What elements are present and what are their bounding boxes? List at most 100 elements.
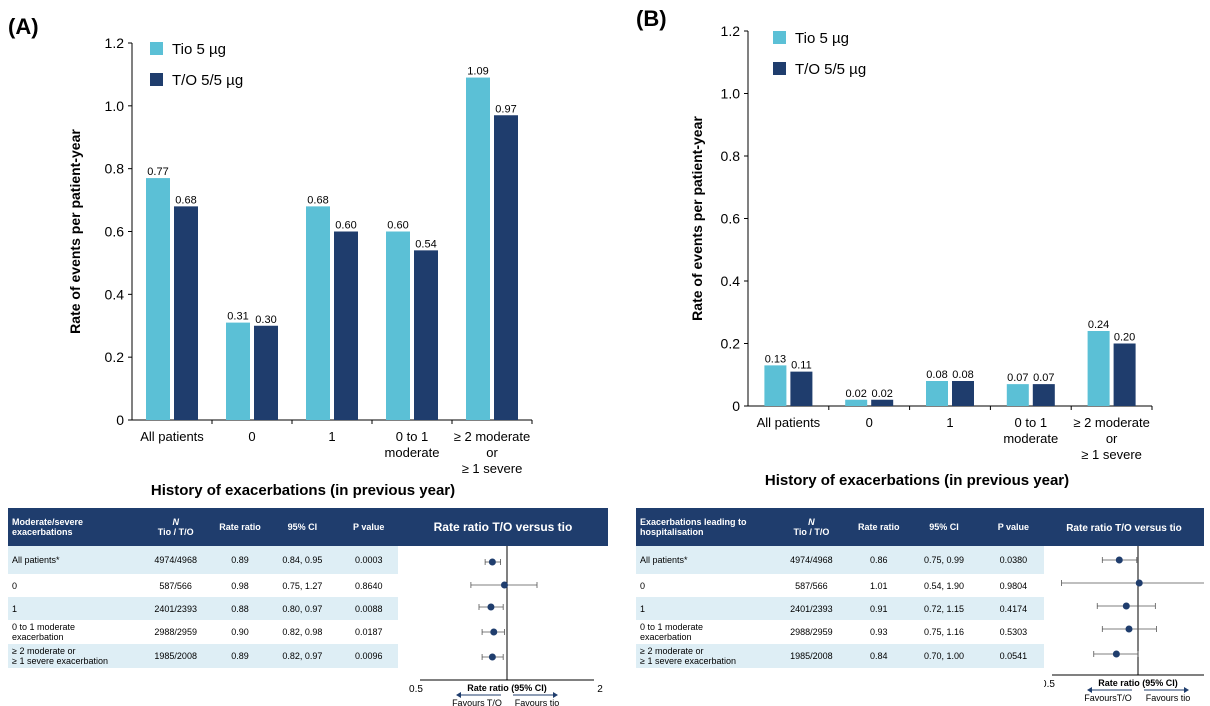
table-cell: 2401/2393 — [136, 597, 215, 620]
table-header-cell: Moderate/severe exacerbations — [8, 508, 137, 546]
y-tick-label: 1.0 — [721, 86, 741, 102]
legend-swatch — [773, 62, 786, 75]
data-label: 0.54 — [415, 238, 436, 250]
table-cell: 0.0187 — [354, 627, 383, 637]
favours-right-label: Favours tio — [1146, 693, 1191, 703]
forest-x-tick-label: 0.5 — [409, 684, 423, 695]
forest-header-label: Rate ratio T/O versus tio — [434, 520, 573, 534]
table-header-row: Exacerbations leading to hospitalisation… — [636, 508, 1044, 546]
table-row: 0 to 1 moderate exacerbation 2988/2959 0.93… — [636, 620, 1044, 644]
table-header-cell: Rate ratio — [214, 508, 266, 546]
bar — [926, 381, 948, 406]
table-cell: ≥ 2 moderate or ≥ 1 severe exacerbation — [636, 644, 771, 668]
table-header-cell: N Tio / T/O — [136, 508, 215, 546]
data-label: 0.77 — [147, 166, 168, 178]
data-label: 0.24 — [1088, 319, 1109, 331]
table-cell: 0.91 — [852, 597, 906, 620]
table-cell: 1 — [636, 597, 771, 620]
table-row: All patients* 4974/4968 0.86 0.75, 0.99 0.03… — [636, 546, 1044, 574]
legend-swatch — [150, 73, 163, 86]
data-label: 0.02 — [845, 388, 866, 400]
table-cell: 0.9804 — [999, 580, 1028, 591]
favours-left-arrowhead — [456, 692, 461, 698]
forest-plot-a: Rate ratio T/O versus tio 0.5 2 Rate ratio … — [398, 508, 608, 706]
panel-label-a: (A) — [8, 14, 39, 39]
y-tick-label: 0.4 — [721, 273, 741, 289]
legend-label: T/O 5/5 µg — [795, 61, 866, 78]
table-header-cell: Rate ratio — [852, 508, 906, 546]
table-cell: 1 — [8, 597, 137, 620]
results-table-b: Exacerbations leading to hospitalisation… — [636, 508, 1044, 668]
point-estimate — [1115, 556, 1123, 564]
forest-plot-b: Rate ratio T/O versus tio 0.5 Rate ratio (… — [1044, 508, 1204, 703]
y-axis-title: Rate of events per patient-year — [67, 129, 83, 334]
data-label: 0.20 — [1114, 332, 1135, 344]
data-label: 0.07 — [1007, 372, 1028, 384]
table-cell: All patients* — [8, 546, 137, 574]
x-tick-label: 1 — [328, 429, 335, 444]
table-header-cell: Exacerbations leading to hospitalisation — [636, 508, 771, 546]
table-cell: 0.82, 0.98 — [282, 627, 323, 637]
table-cell: 0.70, 1.00 — [905, 644, 983, 668]
point-estimate — [1112, 650, 1120, 658]
forest-header-label: Rate ratio T/O versus tio — [1066, 523, 1182, 534]
table-cell: 0.0541 — [982, 644, 1044, 668]
table-cell: ≥ 2 moderate or ≥ 1 severe exacerbation — [8, 644, 137, 668]
point-estimate — [487, 603, 495, 611]
table-row: 0 587/566 1.01 0.54, 1.90 0.9804 — [636, 574, 1044, 597]
y-tick-label: 0.4 — [105, 286, 125, 302]
x-tick-label: All patients — [140, 429, 204, 444]
table-cell: 0.75, 0.99 — [905, 546, 983, 574]
bar — [334, 231, 358, 420]
bar — [845, 399, 868, 406]
y-tick-label: 0.6 — [105, 224, 125, 240]
bar — [494, 115, 518, 420]
y-tick-label: 0 — [116, 412, 124, 428]
table-cell: 0.75, 1.16 — [923, 627, 965, 637]
bar — [414, 250, 438, 420]
table-header-cell: 95% CI — [265, 508, 340, 546]
table-cell: 0.89 — [214, 546, 266, 574]
bar — [952, 381, 974, 406]
table-cell: 2401/2393 — [770, 597, 853, 620]
table-header-cell: P value — [339, 508, 398, 546]
table-row: 0 587/566 0.98 0.75, 1.27 0.8640 — [8, 574, 398, 597]
bar — [254, 325, 278, 420]
table-cell: 587/566 — [159, 580, 192, 591]
point-estimate — [488, 653, 496, 661]
favours-left-label: Favours T/O — [452, 698, 502, 706]
favours-right-arrowhead — [553, 692, 558, 698]
point-estimate — [1122, 602, 1130, 610]
data-label: 0.11 — [791, 360, 812, 372]
table-cell: 0.0380 — [982, 546, 1044, 574]
x-tick-label: ≥ 2 moderate or ≥ 1 severe — [1073, 415, 1150, 462]
legend-label: Tio 5 µg — [795, 30, 849, 47]
table-cell: 0.84 — [852, 644, 906, 668]
table-cell: All patients* — [636, 546, 771, 574]
favours-right-label: Favours tio — [515, 698, 560, 706]
y-tick-label: 1.0 — [105, 98, 125, 114]
forest-x-tick-label: 0.5 — [1044, 679, 1055, 690]
table-cell: 587/566 — [795, 580, 828, 591]
forest-x-axis-title: Rate ratio (95% CI) — [1098, 678, 1178, 688]
y-tick-label: 1.2 — [721, 23, 741, 39]
table-header-cell: 95% CI — [905, 508, 983, 546]
x-tick-label: ≥ 2 moderate or ≥ 1 severe — [454, 429, 531, 476]
bar — [174, 206, 198, 420]
bar — [466, 77, 490, 420]
bar — [1032, 384, 1055, 406]
data-label: 0.08 — [952, 369, 973, 381]
table-cell: 2988/2959 — [790, 627, 833, 637]
bar — [1006, 384, 1029, 406]
forest-header — [398, 508, 608, 546]
table-cell: 0.93 — [869, 627, 888, 637]
point-estimate — [1135, 579, 1143, 587]
y-tick-label: 0.6 — [721, 211, 741, 227]
bar — [790, 371, 813, 406]
table-cell: 0.75, 1.27 — [282, 580, 323, 591]
data-label: 0.02 — [871, 388, 892, 400]
table-cell: 0.0003 — [339, 546, 398, 574]
bar — [226, 322, 250, 420]
bar — [1113, 343, 1136, 406]
y-tick-label: 0.8 — [721, 148, 741, 164]
